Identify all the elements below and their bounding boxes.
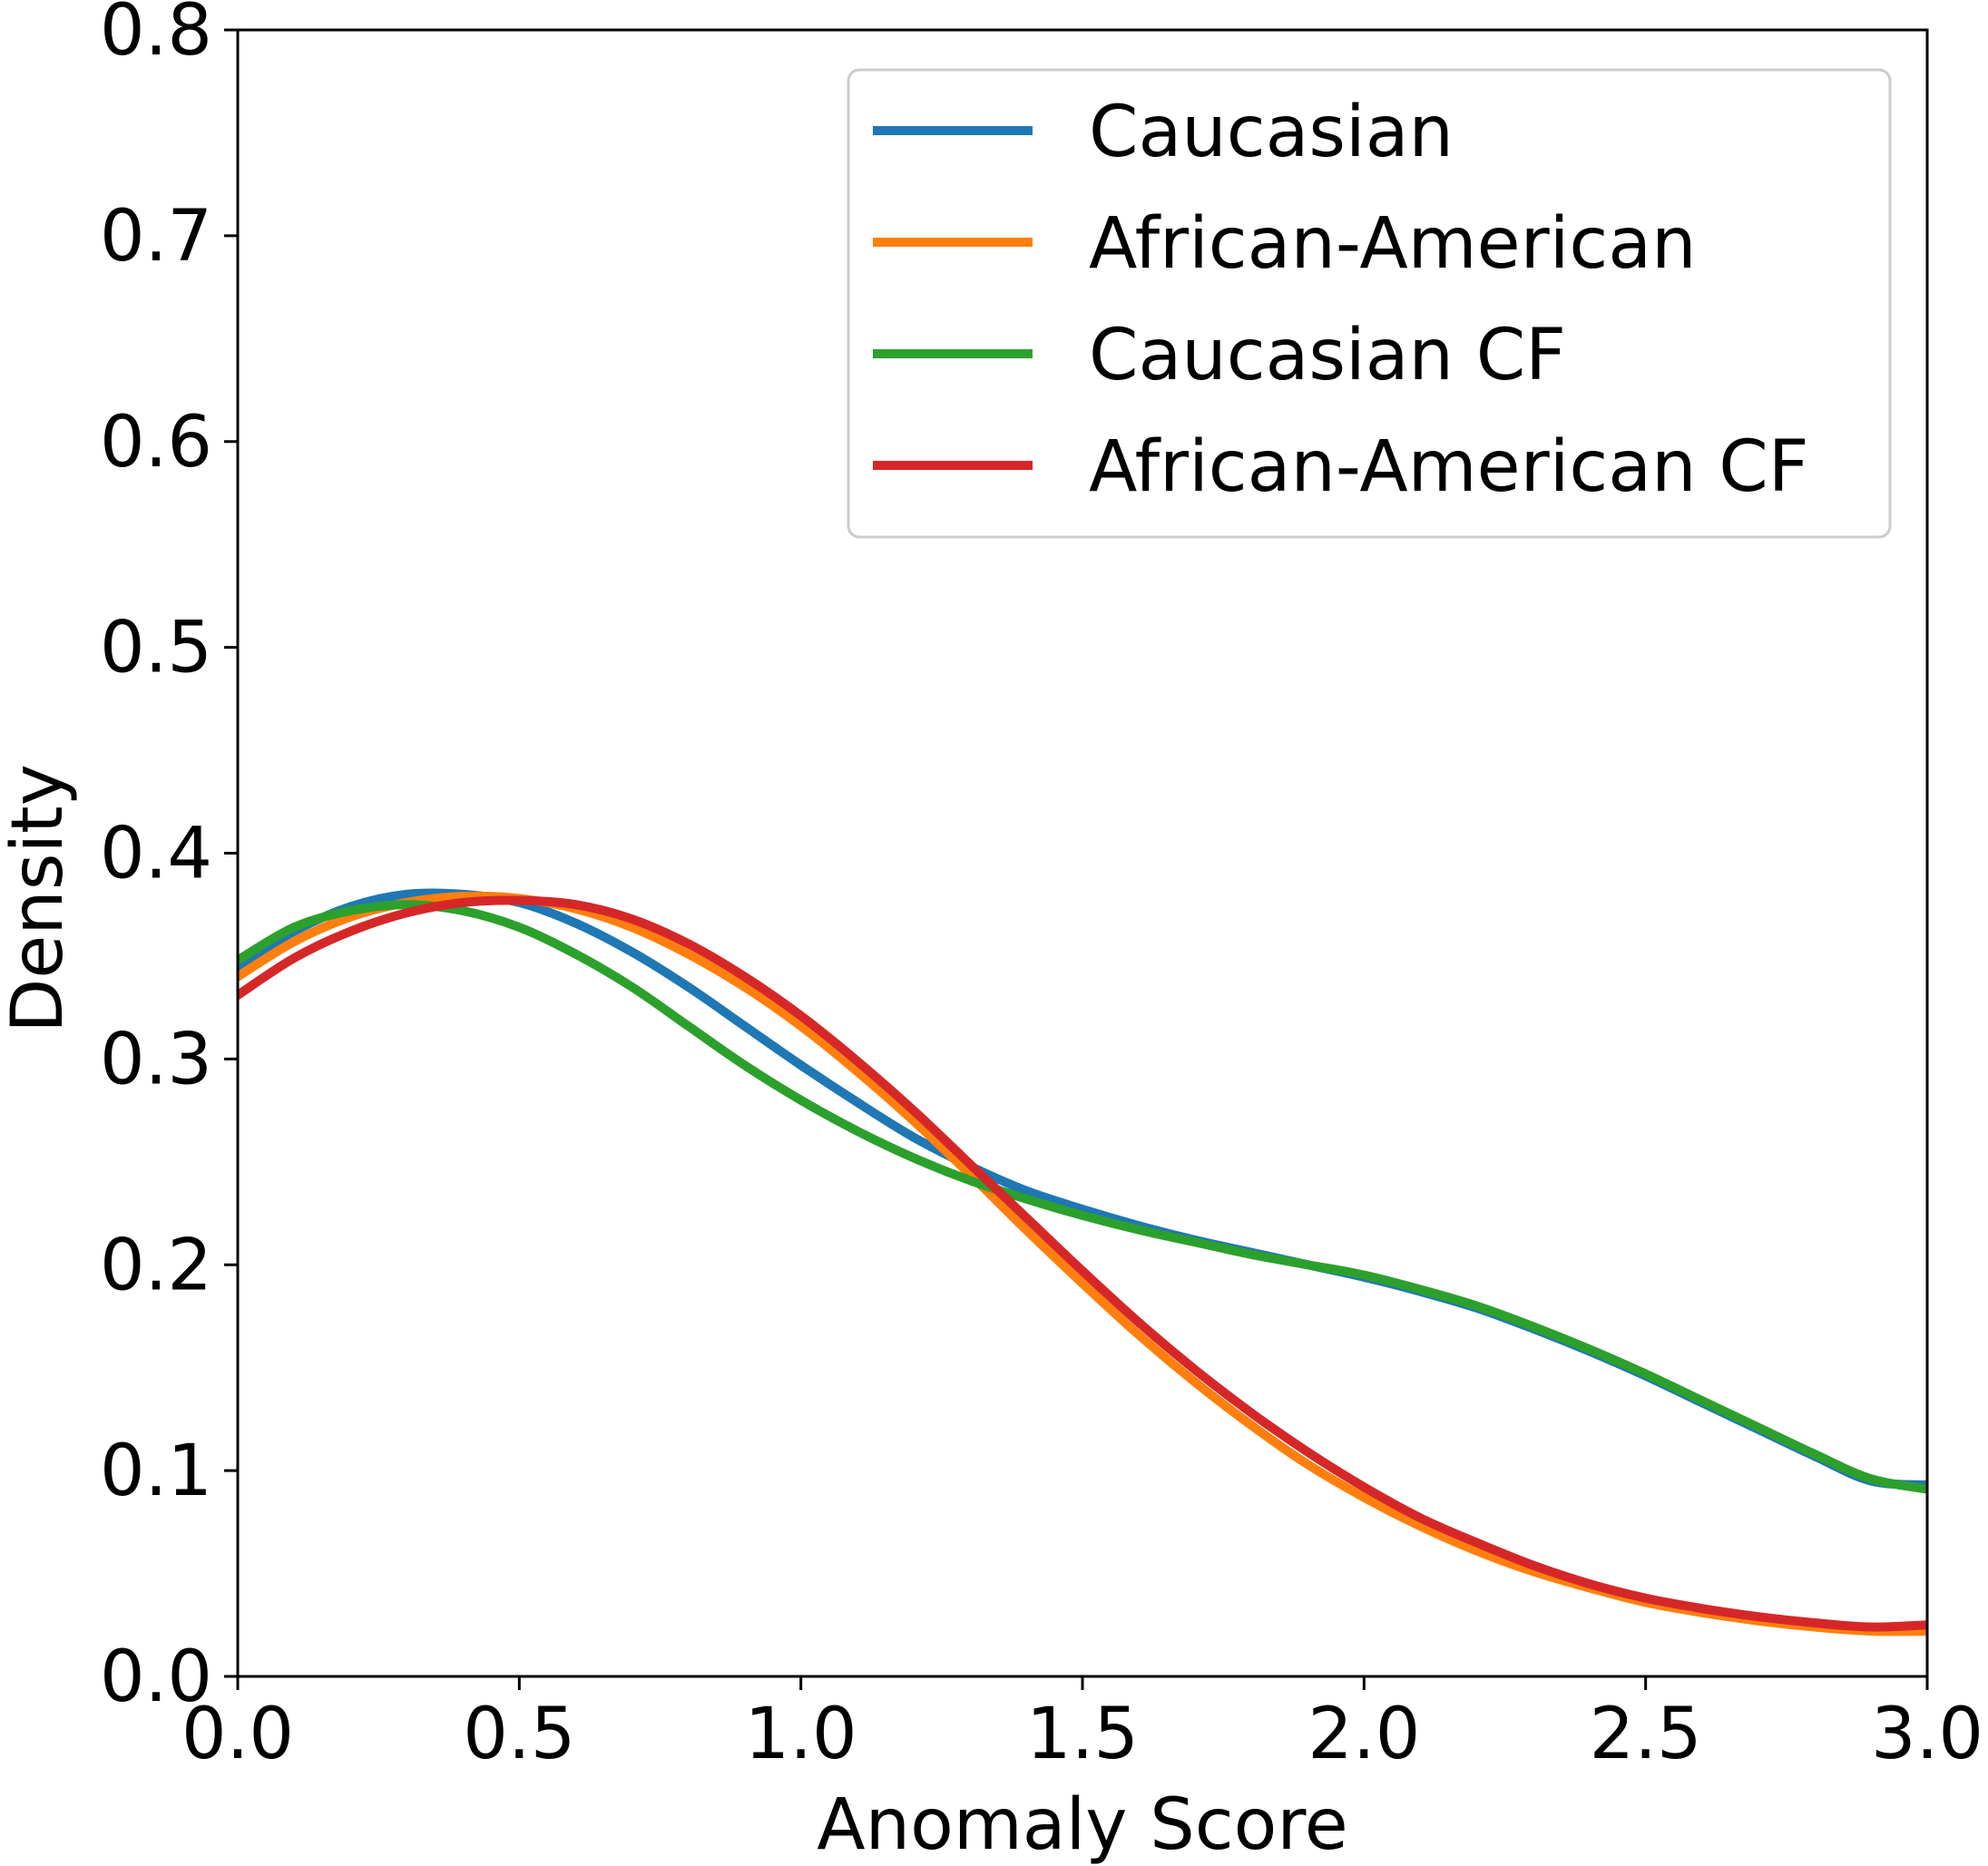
- legend-label-caucasian: Caucasian: [1089, 92, 1454, 173]
- x-tick-label: 3.0: [1871, 1694, 1983, 1775]
- y-tick-label: 0.8: [100, 0, 212, 72]
- x-tick-label: 2.0: [1307, 1694, 1420, 1775]
- y-tick-label: 0.3: [100, 1019, 212, 1100]
- y-axis-title: Density: [0, 764, 79, 1033]
- y-tick-label: 0.6: [100, 402, 212, 484]
- y-tick-label: 0.0: [100, 1636, 212, 1718]
- series-line-caucasian-cf: [238, 900, 1927, 1494]
- legend-label-caucasian-cf: Caucasian CF: [1089, 315, 1566, 396]
- series-line-african-american-cf: [238, 895, 1927, 1632]
- y-tick-label: 0.4: [100, 814, 212, 895]
- legend-box: [847, 68, 1892, 539]
- x-tick-label: 1.0: [745, 1694, 857, 1775]
- x-tick-label: 0.0: [181, 1694, 294, 1775]
- x-axis-title: Anomaly Score: [817, 1784, 1347, 1866]
- x-tick-label: 0.5: [463, 1694, 575, 1775]
- y-tick-label: 0.7: [100, 196, 212, 278]
- legend: Caucasian African-American Caucasian CF Afr…: [847, 68, 1892, 539]
- axes: 0.0 0.5 1.0 1.5 2.0 2.5 3.0 0.0 0.1 0.2 0.3 0.4 0.5 0…: [100, 0, 1983, 1775]
- legend-label-african-american-cf: African-American CF: [1089, 426, 1809, 508]
- y-tick-label: 0.5: [100, 608, 212, 689]
- legend-label-african-american: African-American: [1089, 203, 1697, 285]
- x-tick-label: 2.5: [1590, 1694, 1702, 1775]
- series-line-african-american: [238, 891, 1927, 1636]
- series-line-caucasian: [238, 888, 1927, 1490]
- plot-area: [238, 888, 1927, 1636]
- y-tick-label: 0.1: [100, 1431, 212, 1512]
- x-tick-label: 1.5: [1026, 1694, 1139, 1775]
- y-tick-label: 0.2: [100, 1225, 212, 1306]
